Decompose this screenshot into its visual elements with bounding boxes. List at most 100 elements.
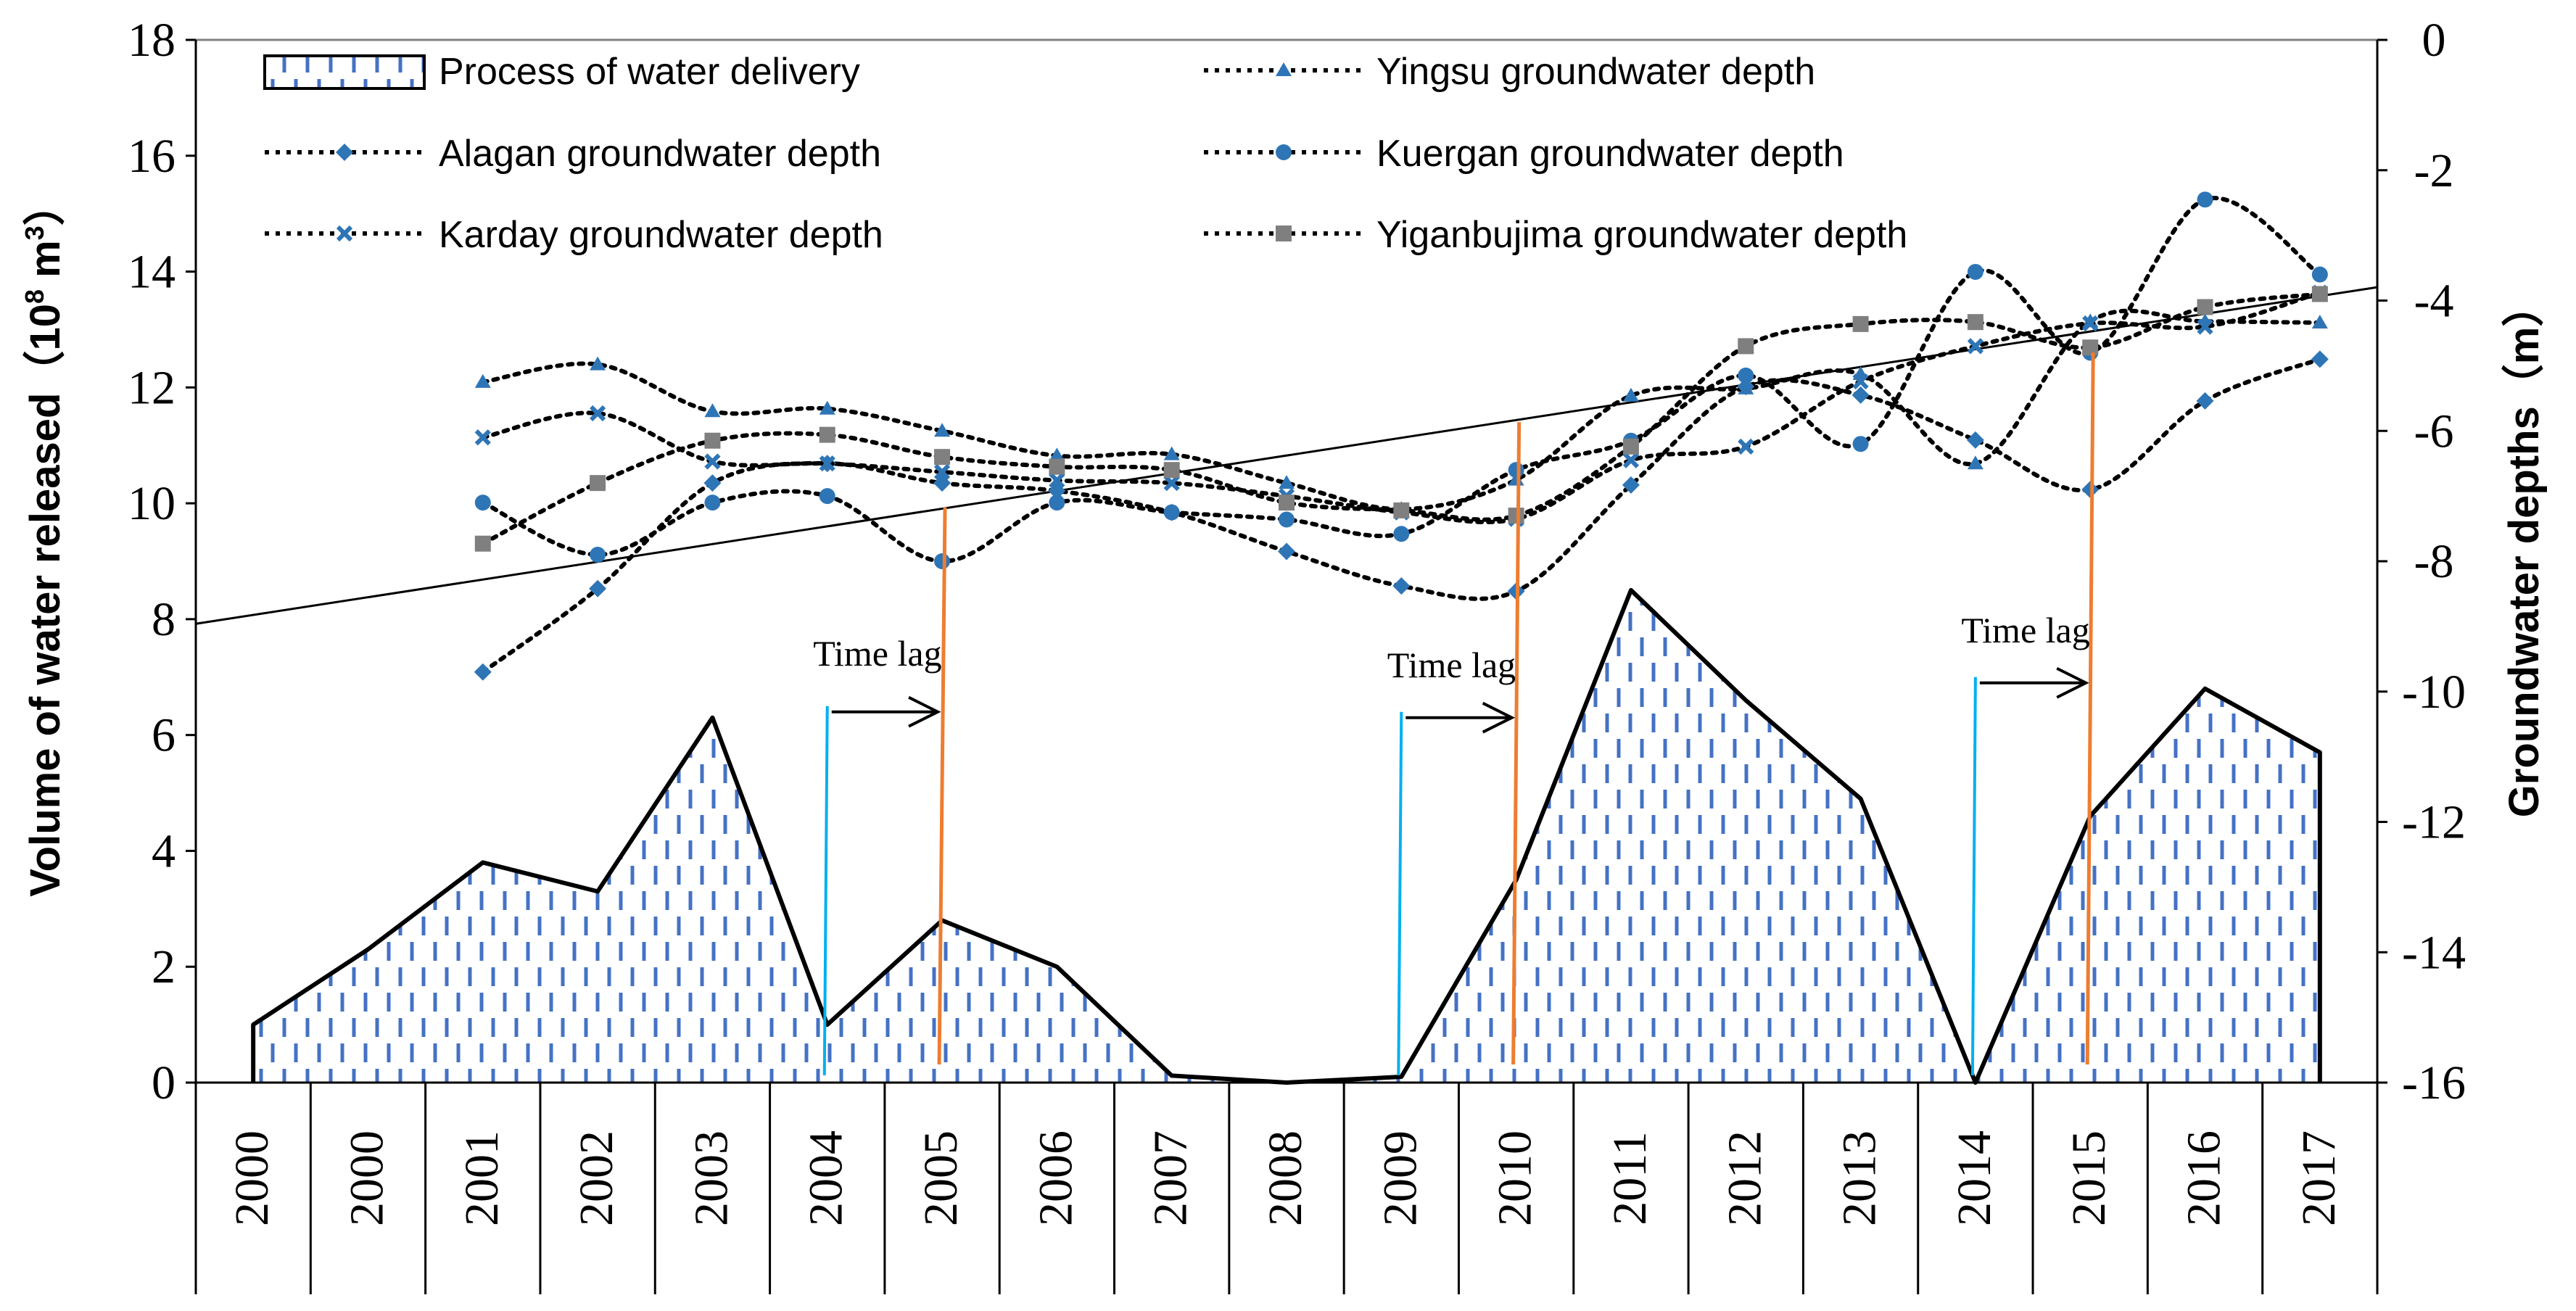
point-yingsu-3 — [819, 400, 835, 415]
legend: Process of water delivery Yingsu groundw… — [263, 51, 1907, 256]
point-karday-0 — [474, 429, 491, 446]
x-tick-label-17: 2016 — [2178, 1130, 2231, 1226]
point-kuergan-15 — [2197, 191, 2213, 208]
legend-label-alagan: Alagan groundwater depth — [439, 133, 881, 175]
y-left-label-close: ） — [22, 183, 69, 226]
legend-label-water-delivery: Process of water delivery — [439, 51, 860, 93]
x-tick-label-16: 2015 — [2063, 1130, 2115, 1226]
y-left-tick-label-8: 16 — [128, 130, 176, 183]
point-kuergan-3 — [819, 488, 835, 505]
y-left-tick-label-1: 2 — [152, 940, 176, 993]
point-alagan-16 — [2311, 350, 2329, 368]
series-line-yingsu — [480, 308, 2322, 512]
y-right-tick-label-5: -6 — [2414, 405, 2454, 458]
legend-marker-yiganbujima — [1276, 226, 1292, 241]
time-lag-annotation-2: Time lag — [1387, 422, 1522, 1076]
point-kuergan-5 — [1049, 495, 1065, 511]
point-karday-12 — [1852, 373, 1869, 390]
y-left-label-text: Volume of water released（10 — [22, 304, 69, 897]
point-karday-5 — [1049, 472, 1065, 489]
point-alagan-7 — [1278, 542, 1295, 561]
x-tick-label-11: 2010 — [1489, 1130, 1542, 1226]
point-kuergan-2 — [704, 495, 721, 511]
point-karday-15 — [2197, 318, 2213, 335]
point-karday-11 — [1738, 438, 1754, 455]
point-karday-10 — [1622, 452, 1640, 468]
x-tick-label-1: 2000 — [340, 1130, 393, 1226]
trendline-layer — [195, 286, 2378, 625]
time-lag-label-3: Time lag — [1961, 610, 2089, 650]
x-tick-label-7: 2006 — [1029, 1130, 1082, 1226]
point-kuergan-12 — [1852, 436, 1869, 452]
point-yingsu-16 — [2311, 315, 2328, 329]
point-yiganbujima-11 — [1738, 338, 1754, 355]
point-karday-6 — [1163, 475, 1180, 492]
cyan-marker-line-3 — [1970, 677, 1977, 1076]
point-yingsu-10 — [1622, 387, 1639, 402]
y-right-tick-label-2: -12 — [2402, 796, 2466, 849]
point-alagan-13 — [1966, 431, 1984, 449]
series-layer — [474, 191, 2329, 681]
point-yingsu-6 — [1163, 446, 1180, 460]
point-alagan-0 — [474, 663, 492, 681]
orange-marker-line-2 — [1511, 422, 1522, 1065]
point-yiganbujima-2 — [704, 432, 721, 449]
y-right-tick-label-8: 0 — [2422, 14, 2446, 67]
point-yingsu-7 — [1279, 475, 1295, 489]
y-left-label-unit: m — [22, 240, 69, 289]
point-yiganbujima-13 — [1967, 314, 1983, 331]
x-tick-label-13: 2012 — [1718, 1130, 1771, 1226]
point-karday-13 — [1967, 338, 1984, 355]
time-lag-arrow-2 — [1405, 701, 1516, 734]
point-yiganbujima-16 — [2311, 286, 2328, 302]
y-left-tick-label-5: 10 — [128, 477, 176, 530]
time-lag-arrow-1 — [831, 695, 941, 728]
annotation-layer: Time lag Time lag Time lag — [813, 352, 2095, 1076]
point-yiganbujima-5 — [1049, 458, 1065, 475]
point-yiganbujima-7 — [1279, 495, 1295, 511]
cyan-marker-line-1 — [822, 706, 829, 1076]
point-yiganbujima-10 — [1622, 438, 1639, 455]
x-tick-label-9: 2008 — [1259, 1130, 1312, 1226]
point-karday-2 — [704, 453, 721, 470]
point-yiganbujima-8 — [1393, 502, 1410, 518]
point-yiganbujima-0 — [474, 535, 491, 552]
point-kuergan-9 — [1508, 462, 1524, 479]
legend-label-karday: Karday groundwater depth — [439, 214, 883, 256]
point-yingsu-0 — [474, 373, 491, 388]
y-right-tick-label-1: -14 — [2402, 926, 2466, 979]
point-karday-4 — [933, 463, 951, 480]
x-tick-label-2: 2001 — [455, 1130, 508, 1226]
y-left-label-unit-sup: 3 — [20, 226, 49, 240]
legend-swatch-area — [263, 54, 426, 90]
y-right-axis-title: Groundwater depths（m） — [2501, 285, 2548, 818]
series-line-kuergan — [480, 196, 2322, 564]
time-lag-annotation-3: Time lag — [1961, 352, 2095, 1076]
point-kuergan-7 — [1279, 511, 1295, 528]
y-left-tick-label-3: 6 — [152, 709, 176, 762]
point-yiganbujima-15 — [2197, 299, 2213, 315]
point-kuergan-13 — [1967, 263, 1983, 280]
point-yingsu-2 — [704, 403, 721, 418]
point-kuergan-0 — [474, 495, 491, 511]
series-karday — [474, 284, 2328, 527]
time-lag-label-1: Time lag — [813, 633, 941, 674]
point-yingsu-5 — [1049, 447, 1065, 462]
point-alagan-8 — [1392, 577, 1411, 595]
y-right-tick-label-3: -10 — [2402, 666, 2466, 719]
point-alagan-2 — [703, 474, 722, 492]
orange-marker-line-1 — [937, 507, 947, 1065]
area-layer — [251, 587, 2322, 1085]
point-alagan-1 — [589, 579, 607, 597]
x-tick-label-8: 2007 — [1144, 1130, 1197, 1226]
x-tick-label-5: 2004 — [800, 1130, 853, 1226]
point-kuergan-8 — [1393, 526, 1410, 542]
x-tick-label-12: 2011 — [1603, 1131, 1656, 1225]
y-left-tick-label-0: 0 — [152, 1056, 176, 1109]
orange-marker-line-3 — [2085, 352, 2095, 1065]
x-tick-label-15: 2014 — [1948, 1130, 2001, 1226]
axes-layer: 0 2 4 6 8 10 12 14 16 18 -16 -14 -12 -10 -8 -6 -4 -2 0 2000… — [128, 14, 2466, 1294]
legend-marker-yingsu — [1276, 62, 1292, 76]
y-left-tick-label-4: 8 — [152, 593, 176, 646]
point-yiganbujima-9 — [1508, 508, 1524, 524]
